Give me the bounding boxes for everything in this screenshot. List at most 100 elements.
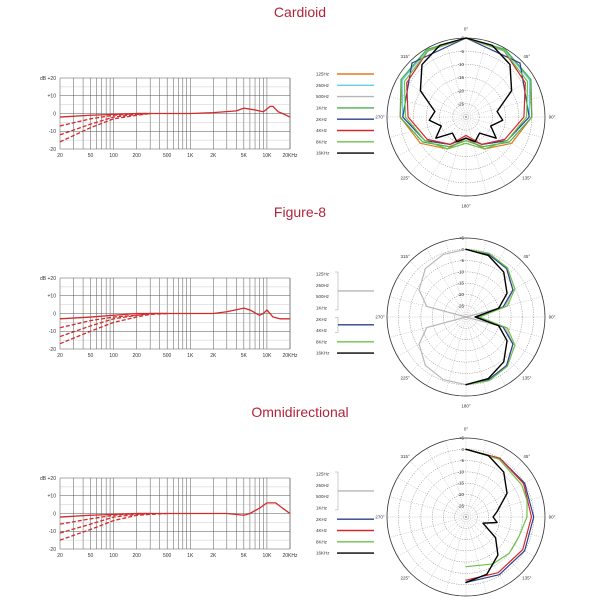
polar-ring-label: -20 [457, 292, 464, 297]
polar-spoke [465, 277, 535, 318]
y-tick-label: -10 [49, 529, 56, 535]
polar-grid [386, 437, 546, 597]
x-tick-label: 500 [163, 153, 172, 159]
polar-ring [426, 77, 506, 157]
polar-spoke [465, 316, 523, 374]
polar-curve [418, 248, 514, 386]
polar-ring-label: +5 [459, 236, 465, 241]
polar-spoke [409, 516, 467, 574]
x-tick-label: 1K [187, 353, 194, 359]
polar-ring-label: -5 [460, 49, 464, 54]
polar-angle-label: 315° [401, 454, 411, 459]
response-curve [59, 307, 290, 320]
polar-angle-label: 315° [401, 254, 411, 259]
response-curve-dashed [59, 512, 151, 534]
polar-ring [420, 471, 512, 563]
x-tick-label: 10K [262, 153, 272, 159]
y-tick-label: +10 [48, 94, 57, 100]
polar-ring [413, 64, 519, 170]
y-tick-label: 0 [53, 511, 56, 517]
polar-angle-label: 45° [523, 254, 530, 259]
legend-label: 2KHz [316, 317, 328, 322]
polar-spoke [465, 260, 523, 318]
x-tick-label: 50 [88, 153, 94, 159]
polar-angle-label: 45° [523, 454, 530, 459]
polar-ring-label: +5 [459, 436, 465, 441]
polar-ring-label: -20 [457, 88, 464, 93]
y-tick-label: -10 [49, 129, 56, 135]
polar-curve [406, 37, 526, 145]
polar-ring-label: -20 [457, 492, 464, 497]
polar-curve [465, 248, 508, 386]
legend-label: 1KHz [316, 506, 328, 511]
polar-ring-label: 0 [461, 36, 464, 41]
response-curve-dashed [59, 312, 168, 345]
x-tick-label: 500 [163, 553, 172, 559]
y-tick-label: -10 [49, 329, 56, 335]
polar-curve [419, 37, 513, 143]
y-tick-label: -20 [49, 547, 56, 553]
polar-ring-label: -25 [457, 303, 464, 308]
polar-ring-label: 0 [461, 447, 464, 452]
x-tick-label: 1K [187, 553, 194, 559]
response-curve-dashed [59, 312, 168, 329]
legend-label: 250Hz [316, 283, 330, 288]
x-tick-label: 10K [262, 553, 272, 559]
legend-label: 8KHz [316, 339, 328, 344]
polar-ring [409, 460, 523, 574]
y-tick-label: -20 [49, 347, 56, 353]
x-tick-label: 2K [210, 553, 217, 559]
x-tick-label: 100 [109, 353, 118, 359]
legend-label: 125Hz [316, 272, 330, 277]
legend-label: 500Hz [316, 94, 330, 99]
x-tick-label: 20KHz [282, 353, 298, 359]
polar-spoke [426, 516, 467, 586]
legend-label: 16KHz [316, 351, 330, 356]
x-tick-label: 20 [57, 153, 63, 159]
polar-angle-label: 225° [401, 575, 411, 580]
polar-ring-label: -25 [457, 101, 464, 106]
legend-label: 4KHz [316, 128, 328, 133]
polar-spoke [397, 516, 467, 557]
polar-angle-label: 225° [401, 375, 411, 380]
polar-angle-label: 270° [375, 515, 385, 520]
response-curve-dashed [59, 512, 151, 525]
polar-pattern-chart: +50-5-10-15-20-250°45°90°135°180°225°270… [375, 427, 556, 597]
polar-ring-label: -10 [457, 469, 464, 474]
polar-spoke [397, 477, 467, 518]
x-tick-label: 50 [88, 553, 94, 559]
legend-label: 1KHz [316, 306, 328, 311]
legend-label: 500Hz [316, 294, 330, 299]
y-tick-label: dB +20 [40, 276, 56, 282]
x-tick-label: 5K [241, 153, 248, 159]
polar-angle-label: 135° [522, 575, 532, 580]
x-tick-label: 200 [132, 553, 141, 559]
x-tick-label: 2K [210, 153, 217, 159]
polar-angle-label: 90° [549, 315, 556, 320]
polar-curve [465, 248, 514, 386]
polar-angle-label: 270° [375, 315, 385, 320]
response-curve-dashed [59, 512, 168, 541]
y-tick-label: 0 [53, 311, 56, 317]
polar-spoke [389, 496, 467, 518]
x-tick-label: 50 [88, 353, 94, 359]
legend-label: 4KHz [316, 328, 328, 333]
polar-pattern-chart: +50-5-10-15-20-2545°90°135°180°225°270°3… [375, 236, 556, 409]
polar-outer-ring [386, 237, 546, 397]
legend-label: 2KHz [316, 117, 328, 122]
x-tick-label: 20KHz [282, 153, 298, 159]
legend-label: 125Hz [316, 72, 330, 77]
polar-ring-label: -15 [457, 281, 464, 286]
polar-angle-label: 135° [522, 175, 532, 180]
frequency-legend: 125Hz 250Hz 500Hz 1KHz 2KHz 4KHz 8KHz 16KHz [316, 472, 374, 556]
polar-ring [409, 260, 523, 374]
polar-spoke [409, 316, 467, 374]
legend-label: 16KHz [316, 151, 330, 156]
x-tick-label: 5K [241, 353, 248, 359]
polar-spoke [426, 48, 467, 118]
pattern-title: Figure-8 [273, 204, 327, 220]
frequency-legend: 125Hz 250Hz 500Hz 1KHz 2KHz 4KHz 8KHz 16KHz [316, 272, 374, 356]
polar-spoke [389, 516, 467, 538]
